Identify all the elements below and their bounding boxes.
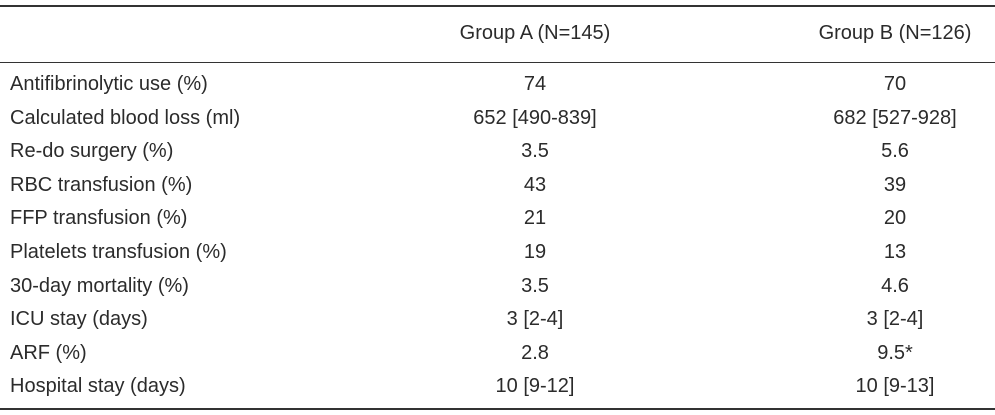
group-b-value: 13 <box>883 241 907 263</box>
group-a-value: 10 [9-12] <box>495 375 575 398</box>
group-b-value: 9.5* <box>877 341 913 364</box>
group-a-value: 3.5 <box>521 140 549 163</box>
group-a-value: 43 <box>523 173 547 196</box>
row-label: 30-day mortality (%) <box>10 274 189 297</box>
group-b-value: 5.6 <box>881 140 909 163</box>
column-header: Group A (N=145) <box>459 22 611 44</box>
row-label: ARF (%) <box>10 341 87 364</box>
row-label: Antifibrinolytic use (%) <box>10 73 208 95</box>
bottom-rule <box>0 408 995 410</box>
row-label: Hospital stay (days) <box>10 375 186 398</box>
row-label: RBC transfusion (%) <box>10 173 193 196</box>
group-a-value: 74 <box>523 73 547 95</box>
group-a-value: 2.8 <box>521 341 549 364</box>
group-a-value: 19 <box>523 241 547 263</box>
header-rule <box>0 62 995 63</box>
group-b-value: 4.6 <box>881 274 909 297</box>
group-b-value: 39 <box>883 173 907 196</box>
group-b-value: 682 [527-928] <box>833 106 957 129</box>
row-label: Platelets transfusion (%) <box>10 241 227 263</box>
top-rule <box>0 5 995 7</box>
row-label: ICU stay (days) <box>10 308 148 331</box>
group-a-value: 21 <box>523 207 547 230</box>
group-a-value: 652 [490-839] <box>473 106 597 129</box>
row-label: FFP transfusion (%) <box>10 207 188 230</box>
group-a-value: 3 [2-4] <box>506 308 564 331</box>
group-b-value: 20 <box>883 207 907 230</box>
row-label: Calculated blood loss (ml) <box>10 106 241 129</box>
group-b-value: 3 [2-4] <box>866 308 924 331</box>
group-a-value: 3.5 <box>521 274 549 297</box>
column-header: Group B (N=126) <box>818 22 972 44</box>
group-b-value: 70 <box>883 73 907 95</box>
group-b-value: 10 [9-13] <box>855 375 935 398</box>
row-label: Re-do surgery (%) <box>10 140 174 163</box>
